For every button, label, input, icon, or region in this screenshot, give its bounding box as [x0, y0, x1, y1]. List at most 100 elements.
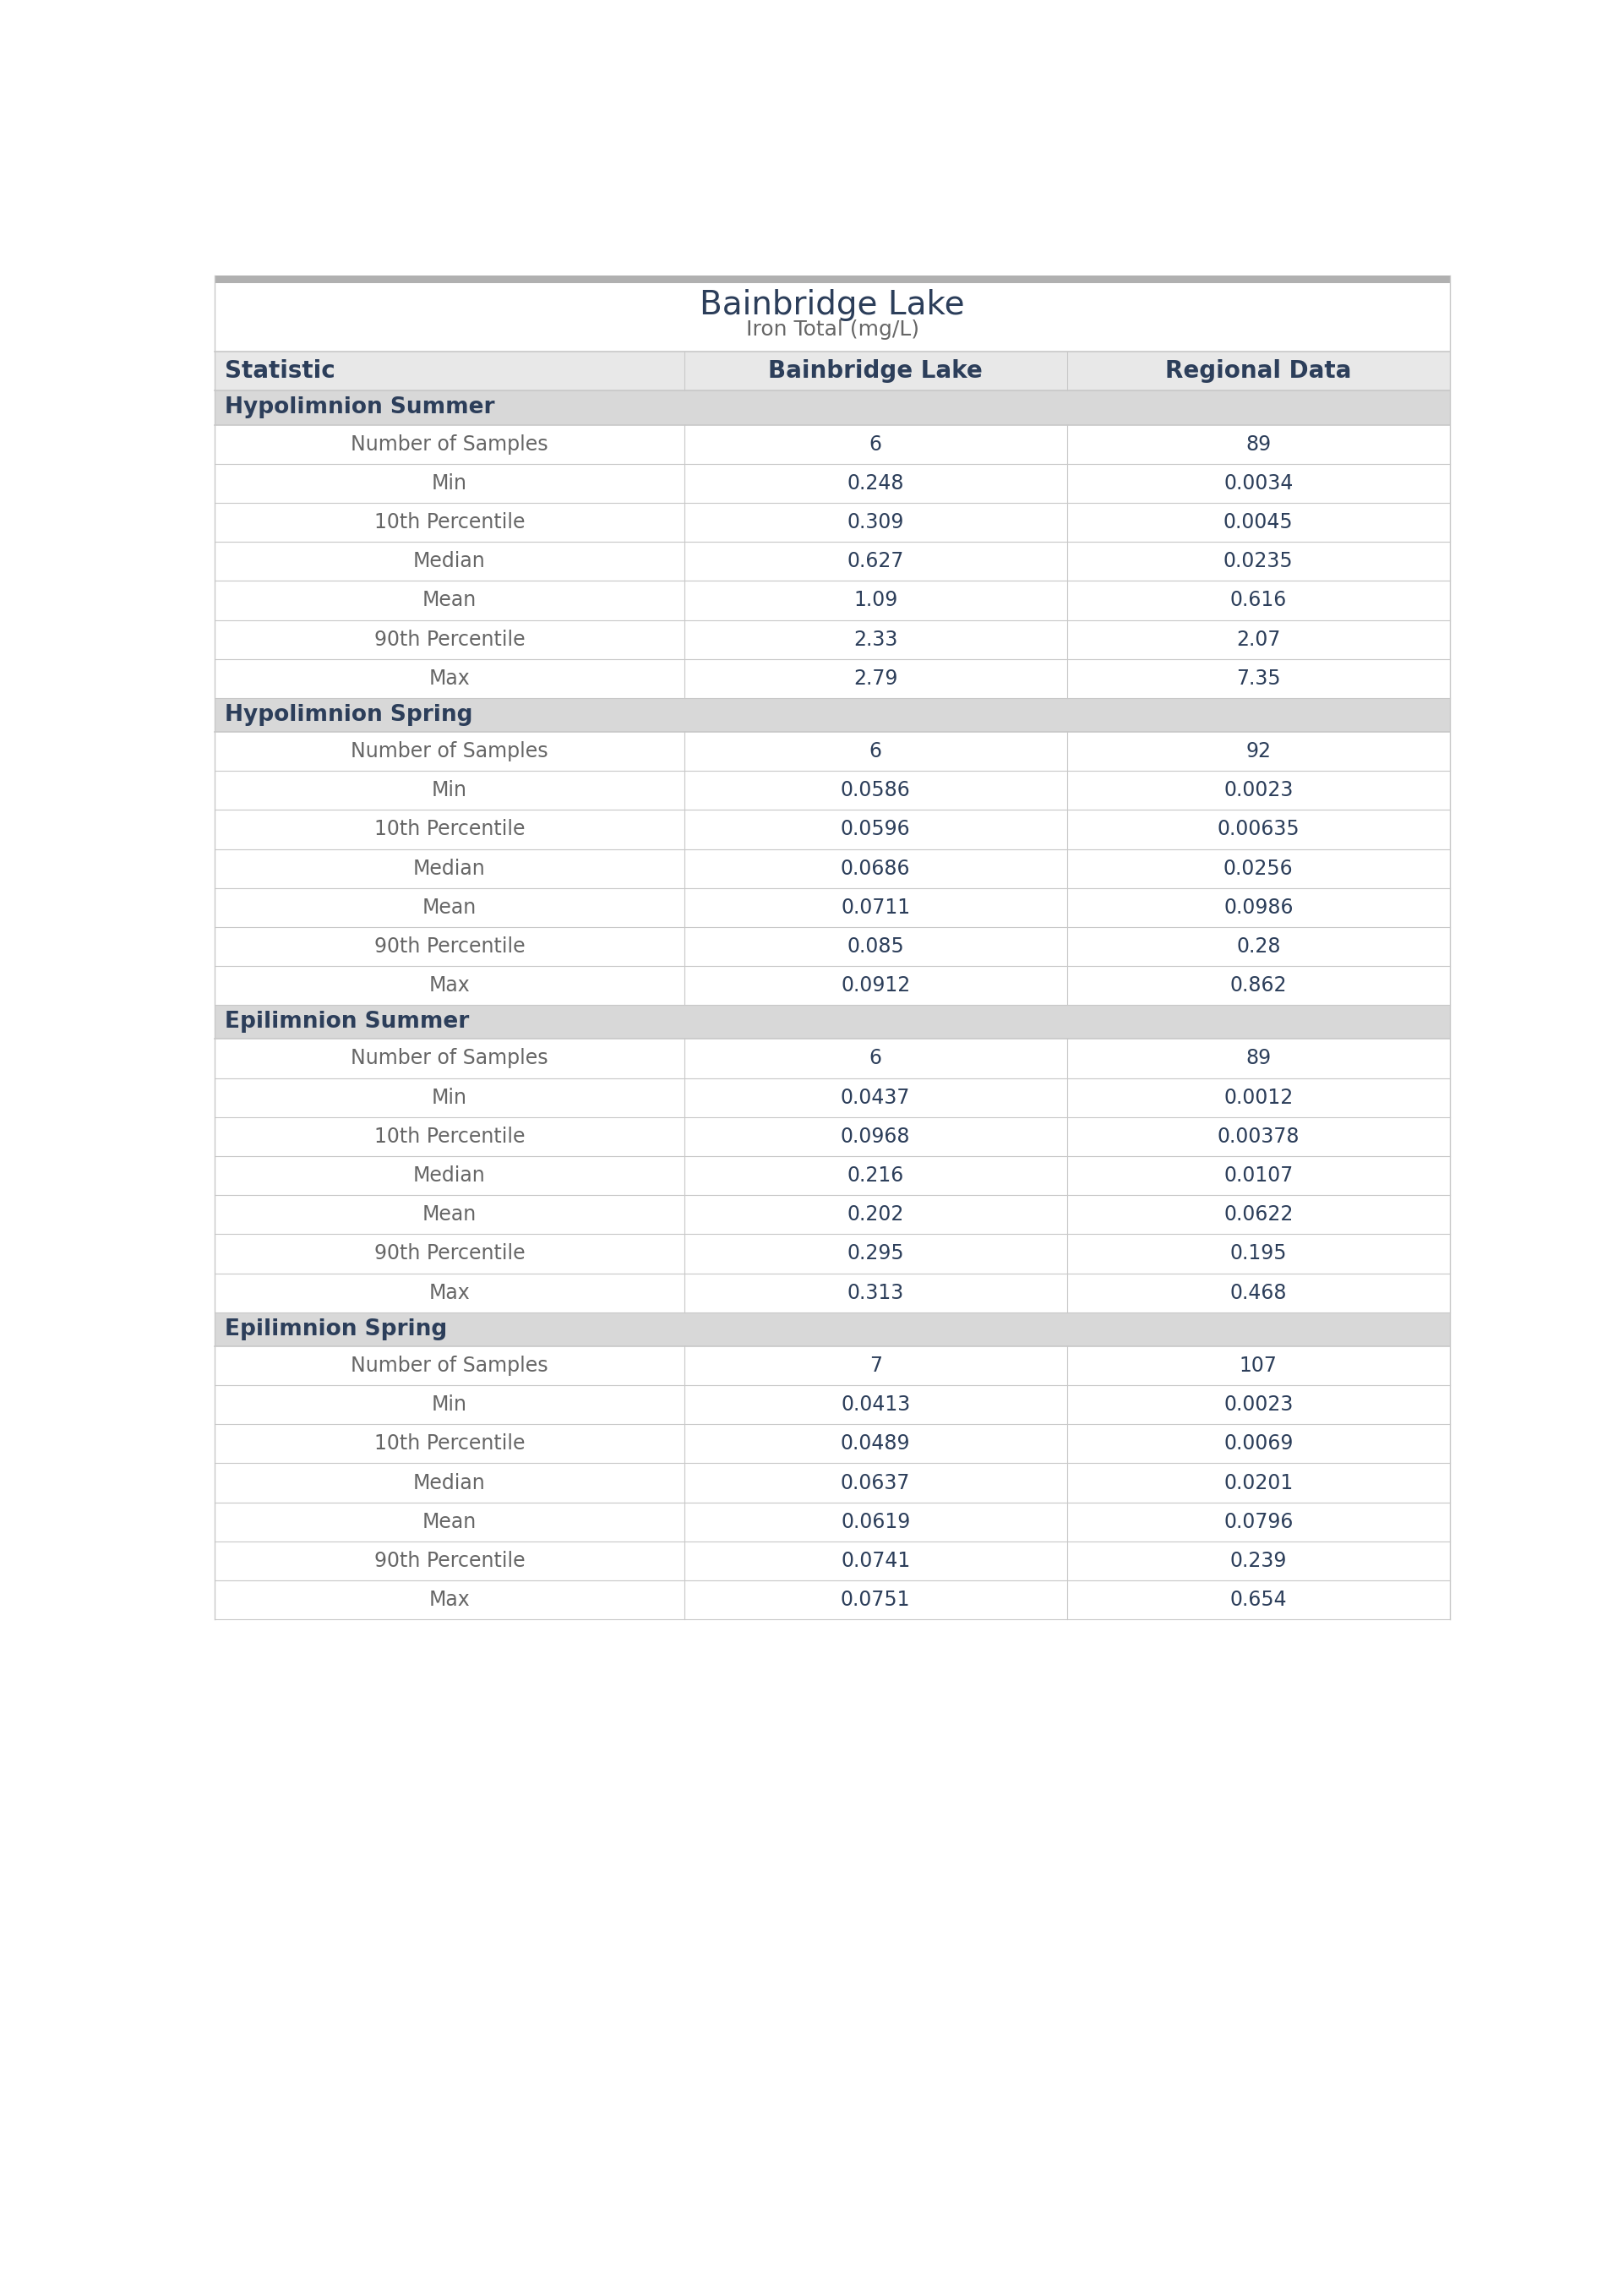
Text: Mean: Mean [422, 1205, 476, 1226]
Text: 0.0586: 0.0586 [841, 781, 911, 801]
Text: 92: 92 [1246, 742, 1272, 760]
Text: Number of Samples: Number of Samples [351, 434, 549, 454]
Text: 0.295: 0.295 [848, 1244, 905, 1264]
Text: 0.0023: 0.0023 [1223, 1394, 1293, 1414]
Text: Mean: Mean [422, 590, 476, 611]
Text: 0.0012: 0.0012 [1223, 1087, 1293, 1108]
Text: 0.0796: 0.0796 [1223, 1512, 1293, 1532]
Bar [214, 1464, 1450, 1503]
Text: 0.00635: 0.00635 [1216, 819, 1299, 840]
Bar [214, 888, 1450, 926]
Text: Min: Min [432, 472, 468, 493]
Text: 0.313: 0.313 [848, 1283, 905, 1303]
Text: Number of Samples: Number of Samples [351, 1049, 549, 1069]
Text: 0.309: 0.309 [848, 513, 905, 533]
Text: 0.0069: 0.0069 [1223, 1435, 1293, 1453]
Text: Median: Median [412, 1165, 486, 1185]
Text: Regional Data: Regional Data [1166, 359, 1351, 384]
Text: 0.0596: 0.0596 [841, 819, 911, 840]
Text: Max: Max [429, 976, 469, 997]
Text: Iron Total (mg/L): Iron Total (mg/L) [745, 320, 919, 340]
Text: 7: 7 [869, 1355, 882, 1376]
Bar [214, 1078, 1450, 1117]
Text: Min: Min [432, 1394, 468, 1414]
Text: 0.248: 0.248 [848, 472, 905, 493]
Bar [214, 352, 1450, 390]
Text: Hypolimnion Spring: Hypolimnion Spring [224, 704, 473, 726]
Bar [214, 1541, 1450, 1580]
Text: 0.085: 0.085 [846, 938, 905, 956]
Text: 0.0619: 0.0619 [841, 1512, 911, 1532]
Bar [214, 1580, 1450, 1619]
Text: 0.00378: 0.00378 [1218, 1126, 1299, 1146]
Text: 0.0413: 0.0413 [841, 1394, 911, 1414]
Text: 7.35: 7.35 [1236, 667, 1281, 688]
Text: 2.07: 2.07 [1236, 629, 1280, 649]
Text: Max: Max [429, 667, 469, 688]
Text: 107: 107 [1239, 1355, 1278, 1376]
Text: Epilimnion Summer: Epilimnion Summer [224, 1010, 469, 1033]
Text: 6: 6 [869, 742, 882, 760]
Text: 0.0711: 0.0711 [841, 897, 909, 917]
Text: 0.0034: 0.0034 [1223, 472, 1293, 493]
Text: 0.0741: 0.0741 [841, 1550, 911, 1571]
Bar [214, 284, 1450, 352]
Text: 0.616: 0.616 [1229, 590, 1286, 611]
Bar [214, 1040, 1450, 1078]
Bar [214, 1006, 1450, 1040]
Text: Epilimnion Spring: Epilimnion Spring [224, 1319, 447, 1339]
Text: 10th Percentile: 10th Percentile [374, 1126, 525, 1146]
Bar [214, 849, 1450, 888]
Text: 0.468: 0.468 [1229, 1283, 1286, 1303]
Text: 0.195: 0.195 [1229, 1244, 1286, 1264]
Bar [214, 390, 1450, 424]
Text: 0.0489: 0.0489 [841, 1435, 911, 1453]
Bar [214, 463, 1450, 502]
Text: 90th Percentile: 90th Percentile [374, 629, 525, 649]
Text: 0.202: 0.202 [848, 1205, 905, 1226]
Text: 0.0235: 0.0235 [1223, 552, 1293, 572]
Bar [214, 1235, 1450, 1273]
Text: Mean: Mean [422, 897, 476, 917]
Text: Max: Max [429, 1283, 469, 1303]
Text: 0.0107: 0.0107 [1223, 1165, 1293, 1185]
Bar [214, 697, 1450, 731]
Text: 2.33: 2.33 [853, 629, 898, 649]
Text: Mean: Mean [422, 1512, 476, 1532]
Text: 90th Percentile: 90th Percentile [374, 1244, 525, 1264]
Bar [214, 1346, 1450, 1385]
Text: 0.654: 0.654 [1229, 1589, 1286, 1609]
Text: 0.0912: 0.0912 [841, 976, 911, 997]
Text: 0.0968: 0.0968 [841, 1126, 911, 1146]
Text: 0.0437: 0.0437 [841, 1087, 911, 1108]
Text: Number of Samples: Number of Samples [351, 1355, 549, 1376]
Bar [214, 772, 1450, 810]
Text: 10th Percentile: 10th Percentile [374, 1435, 525, 1453]
Text: 6: 6 [869, 1049, 882, 1069]
Text: 1.09: 1.09 [854, 590, 898, 611]
Bar [214, 1423, 1450, 1464]
Text: Hypolimnion Summer: Hypolimnion Summer [224, 397, 495, 418]
Text: 0.0256: 0.0256 [1223, 858, 1293, 878]
Bar [214, 275, 1450, 284]
Text: Bainbridge Lake: Bainbridge Lake [700, 288, 965, 322]
Text: 0.0986: 0.0986 [1223, 897, 1293, 917]
Bar [214, 502, 1450, 543]
Text: 2.79: 2.79 [853, 667, 898, 688]
Bar [214, 731, 1450, 772]
Text: 0.0637: 0.0637 [841, 1473, 911, 1494]
Bar [214, 1385, 1450, 1423]
Bar [214, 658, 1450, 697]
Text: Min: Min [432, 781, 468, 801]
Text: Median: Median [412, 1473, 486, 1494]
Bar [214, 1273, 1450, 1312]
Text: 0.0045: 0.0045 [1223, 513, 1293, 533]
Text: 89: 89 [1246, 1049, 1272, 1069]
Text: 0.239: 0.239 [1229, 1550, 1286, 1571]
Text: 10th Percentile: 10th Percentile [374, 513, 525, 533]
Bar [214, 620, 1450, 658]
Text: Min: Min [432, 1087, 468, 1108]
Bar [214, 1117, 1450, 1155]
Text: 0.627: 0.627 [848, 552, 905, 572]
Text: 0.0622: 0.0622 [1223, 1205, 1293, 1226]
